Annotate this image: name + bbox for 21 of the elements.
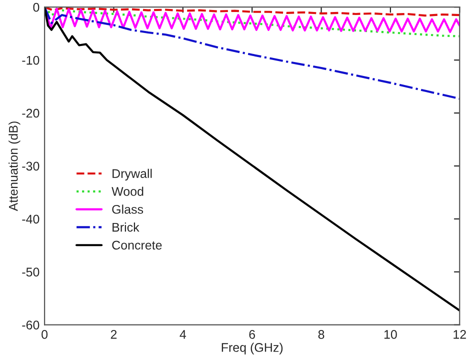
- x-tick-label: 10: [384, 330, 397, 339]
- legend-label: Brick: [112, 222, 140, 232]
- y-tick-label: -20: [22, 108, 40, 118]
- y-tick-label: -60: [22, 320, 40, 330]
- x-axis-title: Freq (GHz): [222, 342, 283, 354]
- y-tick-label: -40: [22, 214, 40, 224]
- y-tick-label: -30: [22, 162, 40, 171]
- y-tick-label: -10: [22, 56, 40, 65]
- x-tick-label: 2: [110, 330, 117, 339]
- x-tick-label: 0: [42, 330, 48, 339]
- legend-label: Drywall: [112, 168, 152, 180]
- y-axis-title: Attenuation (dB): [8, 122, 20, 212]
- x-tick-label: 6: [249, 330, 256, 339]
- legend-label: Wood: [112, 186, 144, 196]
- x-tick-label: 12: [454, 330, 466, 339]
- x-tick-label: 8: [318, 330, 324, 339]
- x-tick-label: 4: [180, 330, 186, 339]
- y-tick-label: 0: [33, 2, 40, 12]
- legend-label: Glass: [112, 204, 144, 214]
- legend-label: Concrete: [112, 240, 162, 250]
- y-tick-label: -50: [22, 268, 40, 277]
